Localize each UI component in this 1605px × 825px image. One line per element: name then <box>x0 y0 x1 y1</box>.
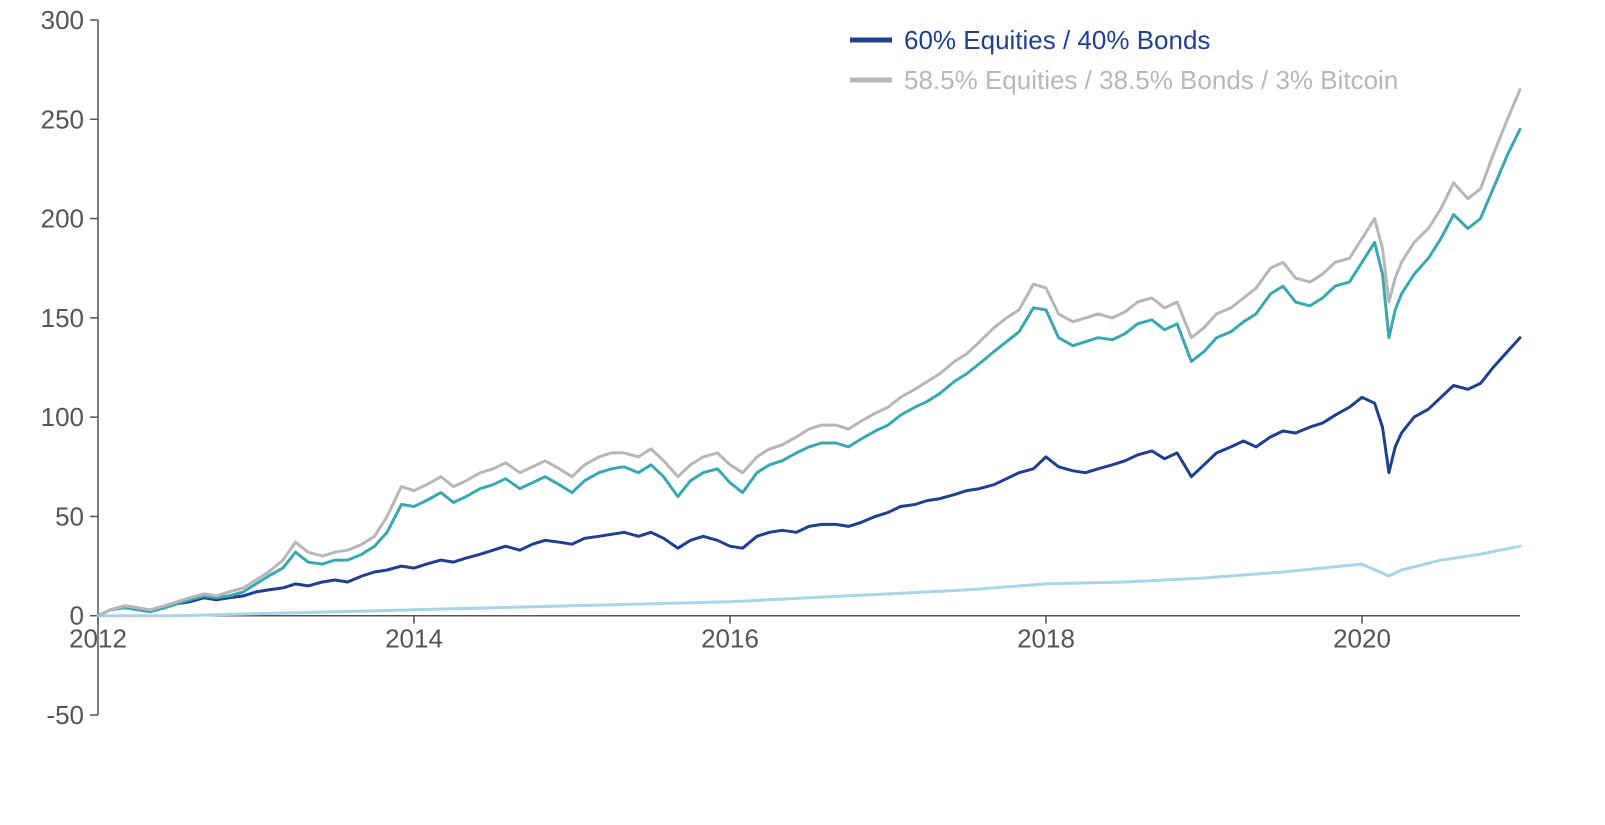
x-tick-label: 2020 <box>1333 624 1391 654</box>
portfolio-performance-chart: -500501001502002503002012201420162018202… <box>0 0 1605 825</box>
legend-label: 58.5% Equities / 38.5% Bonds / 3% Bitcoi… <box>904 65 1398 95</box>
series-s1 <box>98 338 1520 616</box>
series-s3 <box>98 129 1520 616</box>
y-tick-label: 300 <box>41 5 84 35</box>
x-tick-label: 2014 <box>385 624 443 654</box>
legend-label: 60% Equities / 40% Bonds <box>904 25 1210 55</box>
y-tick-label: 100 <box>41 402 84 432</box>
y-tick-label: 200 <box>41 204 84 234</box>
y-tick-label: 150 <box>41 303 84 333</box>
chart-svg: -500501001502002503002012201420162018202… <box>0 0 1605 825</box>
y-tick-label: 50 <box>55 501 84 531</box>
x-tick-label: 2016 <box>701 624 759 654</box>
x-tick-label: 2012 <box>69 624 127 654</box>
x-tick-label: 2018 <box>1017 624 1075 654</box>
y-tick-label: 250 <box>41 104 84 134</box>
series-s4 <box>98 546 1520 616</box>
series-s2 <box>98 90 1520 616</box>
y-tick-label: -50 <box>46 700 84 730</box>
